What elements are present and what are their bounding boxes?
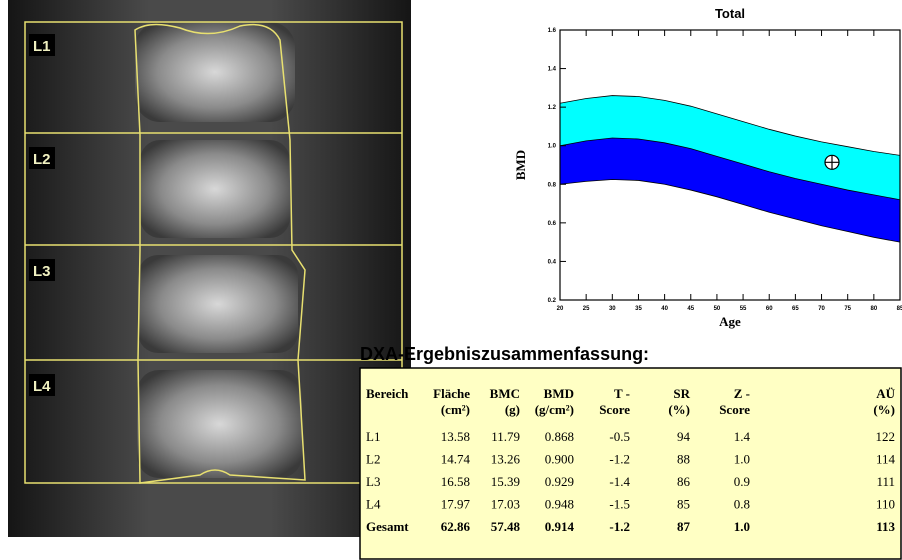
- table-cell: 94: [677, 429, 691, 444]
- screen: L1 L2 L3 L4 0.2 0.4 0.6 0.8 1.0 1.2 1.4 1.6 20 25 30 3…: [0, 0, 902, 560]
- table-cell: 16.58: [441, 474, 470, 489]
- x-tick-label: 75: [844, 306, 851, 312]
- header-cell: (cm²): [441, 402, 470, 417]
- header-cell: Bereich: [366, 386, 409, 401]
- header-cell: (%): [873, 402, 895, 417]
- x-tick-label: 85: [897, 306, 902, 312]
- patient-point: [825, 155, 839, 169]
- xray-image: L1 L2 L3 L4: [8, 0, 411, 537]
- table-title: DXA-Ergebniszusammenfassung:: [360, 344, 649, 364]
- table-cell: 114: [876, 452, 896, 467]
- page: L1 L2 L3 L4 0.2 0.4 0.6 0.8 1.0 1.2 1.4 1.6 20 25 30 3…: [0, 0, 902, 560]
- x-tick-label: 40: [661, 306, 668, 312]
- y-tick-label: 0.2: [548, 298, 557, 304]
- y-axis-label: BMD: [513, 150, 528, 180]
- table-cell: 15.39: [491, 474, 520, 489]
- vertebra-label: L4: [33, 378, 51, 395]
- x-tick-label: 25: [583, 306, 590, 312]
- table-cell: 14.74: [441, 452, 471, 467]
- table-cell: L4: [366, 497, 381, 512]
- table-cell: L1: [366, 429, 380, 444]
- table-cell: 88: [677, 452, 690, 467]
- table-cell: 0.8: [734, 497, 750, 512]
- table-cell: -1.4: [609, 474, 630, 489]
- y-tick-label: 1.6: [548, 28, 557, 34]
- vertebra-label: L2: [33, 151, 51, 168]
- table-cell: 0.9: [734, 474, 750, 489]
- table-cell: -0.5: [609, 429, 630, 444]
- table-cell: 62.86: [441, 519, 471, 534]
- table-cell: 87: [677, 519, 691, 534]
- x-tick-label: 65: [792, 306, 799, 312]
- y-tick-label: 0.4: [548, 259, 557, 265]
- table-cell: 0.929: [545, 474, 574, 489]
- table-cell: 13.26: [491, 452, 521, 467]
- table-cell: 0.914: [545, 519, 575, 534]
- x-tick-label: 55: [740, 306, 747, 312]
- table-cell: 122: [876, 429, 896, 444]
- table-cell: 110: [876, 497, 895, 512]
- table-cell: 1.0: [734, 519, 750, 534]
- y-tick-label: 1.0: [548, 144, 557, 150]
- header-cell: Fläche: [433, 386, 470, 401]
- table-cell: 85: [677, 497, 690, 512]
- x-tick-label: 70: [818, 306, 825, 312]
- table-cell: 13.58: [441, 429, 470, 444]
- table-cell: 17.97: [441, 497, 471, 512]
- table-cell: 86: [677, 474, 691, 489]
- header-cell: BMD: [544, 386, 574, 401]
- header-cell: (g): [505, 402, 520, 417]
- y-tick-label: 0.6: [548, 221, 557, 227]
- y-tick-label: 0.8: [548, 182, 557, 188]
- vertebra-label: L3: [33, 263, 51, 280]
- x-axis-label: Age: [719, 314, 741, 329]
- header-cell: (g/cm²): [535, 402, 574, 417]
- table-cell: 111: [876, 474, 895, 489]
- x-tick-label: 45: [687, 306, 694, 312]
- header-cell: (%): [668, 402, 690, 417]
- x-tick-label: 50: [714, 306, 721, 312]
- x-tick-label: 30: [609, 306, 616, 312]
- table-cell: 1.4: [734, 429, 751, 444]
- x-tick-label: 80: [871, 306, 878, 312]
- table-cell: 17.03: [491, 497, 520, 512]
- chart-title: Total: [715, 6, 745, 21]
- header-cell: SR: [673, 386, 690, 401]
- bmd-chart: 0.2 0.4 0.6 0.8 1.0 1.2 1.4 1.6 20 25 30 35 40 45 50 55…: [513, 6, 902, 329]
- table-cell: 57.48: [491, 519, 521, 534]
- header-cell: AÜ: [876, 386, 895, 401]
- table-cell: Gesamt: [366, 519, 409, 534]
- x-tick-label: 60: [766, 306, 773, 312]
- table-cell: -1.5: [609, 497, 630, 512]
- header-cell: T -: [614, 386, 630, 401]
- y-tick-label: 1.2: [548, 105, 557, 111]
- x-tick-label: 20: [557, 306, 564, 312]
- x-tick-label: 35: [635, 306, 642, 312]
- table-cell: -1.2: [609, 519, 630, 534]
- table-cell: 0.868: [545, 429, 574, 444]
- y-tick-label: 1.4: [548, 67, 557, 73]
- table-cell: L2: [366, 452, 380, 467]
- table-cell: L3: [366, 474, 380, 489]
- table-cell: 0.900: [545, 452, 574, 467]
- header-cell: Z -: [734, 386, 750, 401]
- table-cell: 1.0: [734, 452, 750, 467]
- vertebra-label: L1: [33, 38, 51, 55]
- table-cell: 11.79: [491, 429, 520, 444]
- header-cell: BMC: [490, 386, 520, 401]
- header-cell: Score: [719, 402, 750, 417]
- header-cell: Score: [599, 402, 630, 417]
- table-cell: 113: [876, 519, 895, 534]
- table-cell: -1.2: [609, 452, 630, 467]
- table-cell: 0.948: [545, 497, 574, 512]
